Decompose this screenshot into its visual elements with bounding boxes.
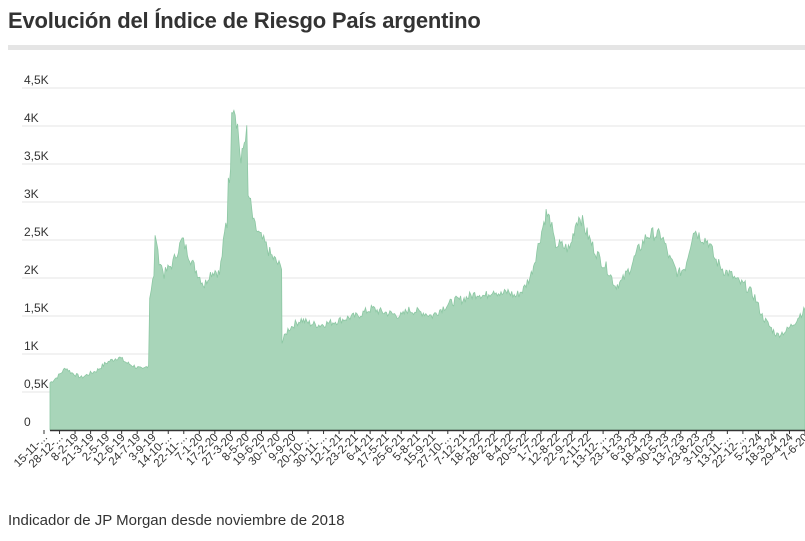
y-tick-label: 0,5K <box>24 377 49 391</box>
y-tick-label: 3,5K <box>24 149 49 163</box>
series-area <box>49 109 805 431</box>
chart-title: Evolución del Índice de Riesgo País arge… <box>8 8 481 33</box>
y-tick-label: 1K <box>24 339 39 353</box>
y-tick-label: 4,5K <box>24 73 49 87</box>
source-note: Indicador de JP Morgan desde noviembre d… <box>8 512 345 529</box>
y-tick-label: 2,5K <box>24 225 49 239</box>
y-tick-label: 4K <box>24 111 39 125</box>
y-tick-label: 0 <box>24 415 31 429</box>
title-divider <box>8 45 805 50</box>
area-chart-svg: 00,5K1K1,5K2K2,5K3K3,5K4K4,5K15-11-...28… <box>12 73 805 470</box>
area-chart: 0 0,5K 1K 1,5K 2K 2,5K 3K 3,5K 4K 4,5K 15-11-... 28… <box>0 60 805 500</box>
y-tick-label: 3K <box>24 187 39 201</box>
y-tick-label: 1,5K <box>24 301 49 315</box>
y-tick-label: 2K <box>24 263 39 277</box>
